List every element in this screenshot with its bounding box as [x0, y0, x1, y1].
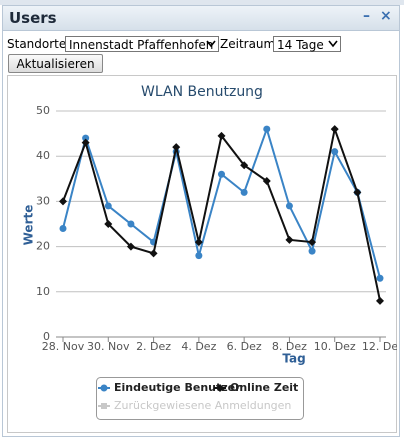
legend-box: [96, 377, 304, 420]
widget: Users – × Standorte Innenstadt Pfaffenho…: [2, 5, 400, 437]
minimize-button[interactable]: –: [363, 8, 370, 24]
period-value: 14 Tage: [277, 38, 324, 52]
legend-marker: [100, 384, 108, 392]
refresh-button[interactable]: Aktualisieren: [8, 54, 103, 73]
location-label: Standorte: [7, 37, 67, 51]
data-point: [240, 161, 249, 170]
widget-header: Users – ×: [3, 6, 399, 31]
data-point: [172, 143, 181, 152]
x-tick-label: 10. Dez: [314, 340, 356, 353]
chart-frame: [7, 75, 397, 433]
legend-label: Online Zeit: [230, 381, 298, 394]
y-tick-label: 50: [36, 104, 50, 117]
data-point: [104, 202, 112, 210]
legend-marker: [216, 384, 224, 392]
data-point: [331, 148, 339, 156]
data-point: [376, 296, 384, 305]
chart: WLAN Benutzung Tag Werte 0 10 20 30 40 50 28. …: [7, 75, 397, 433]
period-select[interactable]: 14 Tage: [273, 36, 341, 52]
period-label: Zeitraum: [220, 37, 276, 51]
x-axis-title: Tag: [282, 352, 305, 366]
x-tick-label: 30. Nov: [87, 340, 130, 353]
location-value: Innenstadt Pfaffenhofen: [69, 38, 214, 52]
x-tick-label: 8. Dez: [272, 340, 307, 353]
legend-label: Eindeutige Benutzer: [114, 381, 241, 394]
data-point: [330, 125, 339, 134]
data-point: [217, 131, 226, 140]
data-point: [218, 170, 225, 178]
y-tick-label: 10: [36, 285, 50, 298]
chart-title: WLAN Benutzung: [141, 84, 263, 100]
legend-label: Zurückgewiesene Anmeldungen: [114, 399, 291, 412]
widget-title: Users: [9, 9, 57, 27]
top-bar: [0, 0, 404, 5]
data-point: [149, 249, 158, 258]
data-point: [308, 238, 317, 247]
data-point: [59, 225, 67, 233]
data-point: [104, 220, 113, 228]
close-button[interactable]: ×: [380, 8, 392, 24]
data-point: [240, 188, 248, 196]
data-point: [308, 247, 316, 255]
location-select[interactable]: Innenstadt Pfaffenhofen: [65, 36, 219, 52]
y-tick-label: 20: [36, 240, 50, 253]
data-point: [262, 177, 271, 186]
legend-marker: [101, 403, 107, 409]
data-point: [285, 202, 293, 210]
x-tick-label: 28. Nov: [42, 340, 85, 353]
data-point: [263, 125, 271, 133]
y-tick-label: 0: [43, 330, 50, 343]
data-point: [126, 242, 135, 251]
x-tick-label: 6. Dez: [227, 340, 262, 353]
x-tick-label: 4. Dez: [181, 340, 216, 353]
data-point: [127, 220, 135, 228]
x-tick-label: 12. De: [362, 340, 397, 353]
data-point: [285, 235, 294, 244]
data-point: [353, 188, 362, 197]
data-point: [81, 138, 90, 147]
data-point: [376, 274, 384, 282]
dropdown-arrow: [206, 40, 216, 48]
y-tick-label: 40: [36, 149, 50, 162]
x-tick-label: 2. Dez: [136, 340, 171, 353]
data-point: [195, 252, 203, 260]
data-point: [194, 238, 203, 247]
data-point: [59, 197, 67, 206]
dropdown-arrow: [328, 40, 338, 48]
data-point: [82, 134, 90, 142]
y-tick-label: 30: [36, 194, 50, 207]
y-axis-title: Werte: [22, 205, 36, 246]
